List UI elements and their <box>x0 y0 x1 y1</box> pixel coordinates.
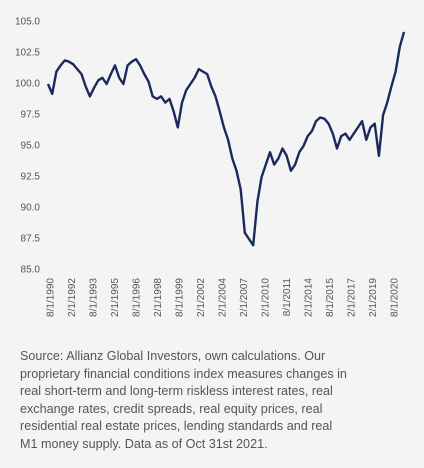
x-tick-label: 2/1/2002 <box>196 278 207 317</box>
x-tick-label: 2/1/1995 <box>110 278 121 317</box>
x-tick-label: 8/1/1990 <box>46 278 57 317</box>
y-tick-label: 92.5 <box>21 172 41 183</box>
y-tick-label: 102.5 <box>15 48 40 59</box>
note-line: M1 money supply. Data as of Oct 31st 202… <box>20 436 268 451</box>
x-tick-label: 8/1/1996 <box>132 278 143 317</box>
y-tick-label: 100.0 <box>15 79 40 90</box>
x-tick-label: 2/1/2019 <box>368 278 379 317</box>
x-tick-label: 8/1/2011 <box>282 278 293 317</box>
note-line: real short-term and long-term riskless i… <box>20 384 333 399</box>
y-tick-label: 97.5 <box>21 110 41 121</box>
x-tick-label: 8/1/2015 <box>325 278 336 317</box>
line <box>46 31 406 247</box>
x-tick-label: 8/1/1999 <box>175 278 186 317</box>
x-tick-label: 2/1/2014 <box>304 278 315 317</box>
x-tick-label: 8/1/1993 <box>89 278 100 317</box>
x-tick-label: 2/1/1992 <box>67 278 78 317</box>
note-line: exchange rates, credit spreads, real equ… <box>20 401 323 416</box>
y-tick-label: 85.0 <box>21 265 41 276</box>
y-tick-label: 95.0 <box>21 141 41 152</box>
note-line: proprietary financial conditions index m… <box>20 366 347 381</box>
note-line: Source: Allianz Global Investors, own ca… <box>20 349 326 363</box>
y-tick-label: 105.0 <box>15 17 40 28</box>
source-note: Source: Allianz Global Investors, own ca… <box>20 348 347 454</box>
x-tick-label: 2/1/2017 <box>347 278 358 317</box>
x-tick-label: 8/1/2020 <box>390 278 401 317</box>
y-tick-label: 90.0 <box>21 203 41 214</box>
x-tick-label: 2/1/2010 <box>261 278 272 317</box>
y-tick-label: 87.5 <box>21 234 41 245</box>
note-line: residential real estate prices, lending … <box>20 419 333 434</box>
x-tick-label: 2/1/1998 <box>153 278 164 317</box>
x-tick-label: 2/1/2007 <box>239 278 250 317</box>
x-tick-label: 2/1/2004 <box>218 278 229 317</box>
chart: 85.0 87.5 90.0 92.5 95.0 97.5 100.0 102.5 105.0 8… <box>15 17 406 317</box>
